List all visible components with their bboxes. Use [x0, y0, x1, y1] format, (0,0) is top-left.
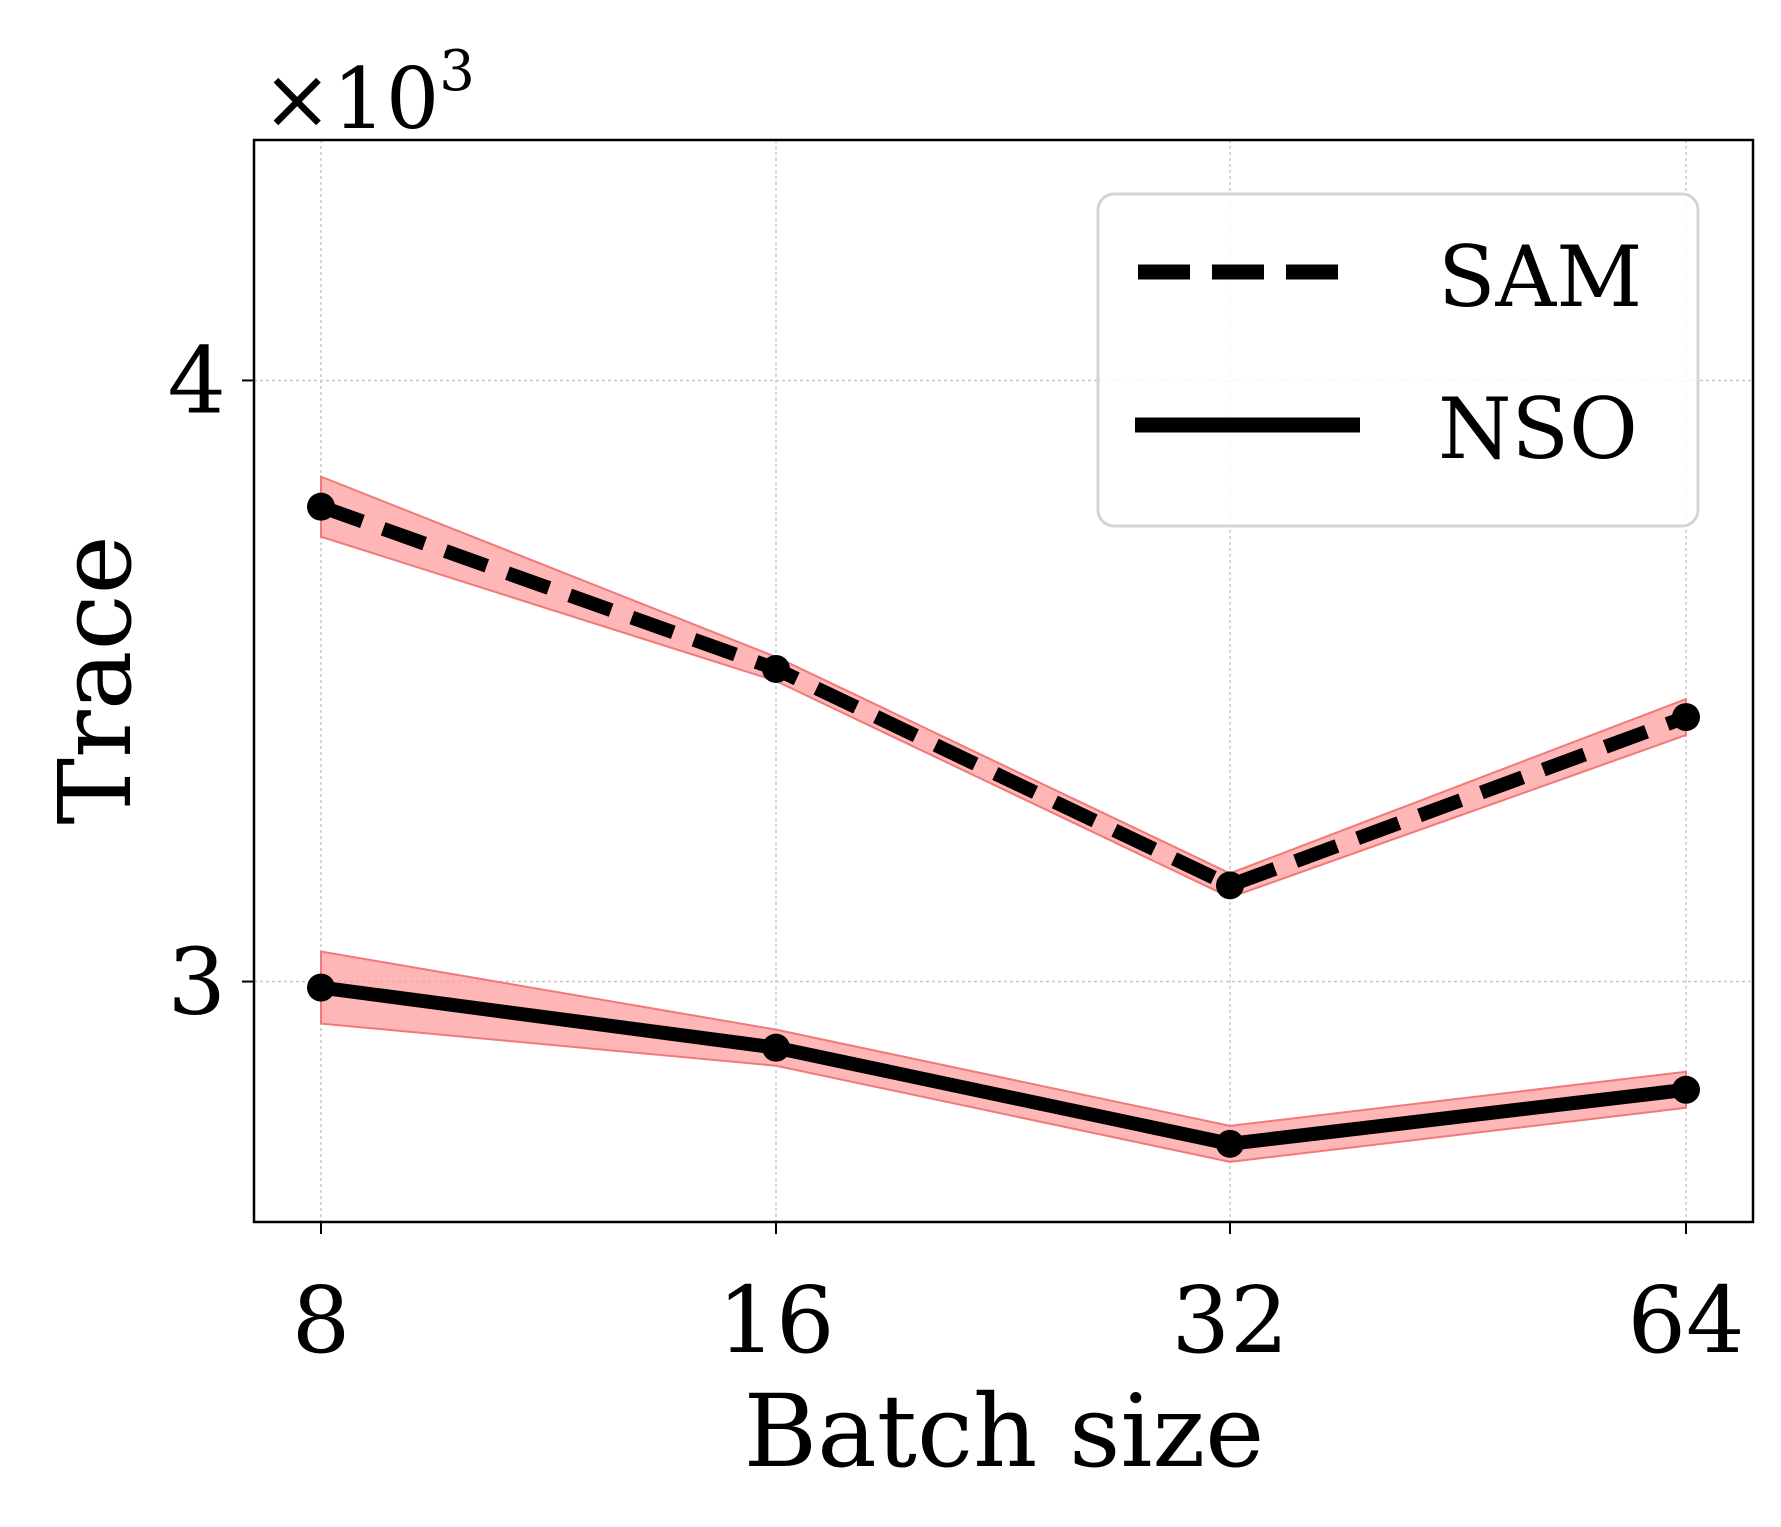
sam-data-point	[1672, 703, 1700, 732]
x-tick-label: 64	[1627, 1267, 1744, 1374]
sam-data-point	[307, 492, 335, 521]
nso-data-point	[1672, 1075, 1700, 1104]
y-axis-title: Trace	[37, 535, 154, 824]
legend-sam-label: SAM	[1438, 228, 1642, 326]
confidence-bands	[320, 475, 1687, 1163]
nso-series-line	[320, 980, 1687, 1151]
sam-series-line	[318, 500, 1689, 893]
y-axis-multiplier: ×103	[262, 39, 475, 148]
nso-data-point	[762, 1033, 790, 1062]
series-lines	[318, 500, 1689, 1151]
legend-nso-label: NSO	[1438, 380, 1638, 478]
x-tick-label: 32	[1171, 1267, 1288, 1374]
y-tick-label: 3	[167, 929, 226, 1036]
x-tick-label: 16	[717, 1267, 834, 1374]
x-tick-label: 8	[292, 1267, 351, 1374]
nso-data-point	[307, 973, 335, 1002]
data-markers	[307, 492, 1700, 1158]
nso-data-point	[1216, 1129, 1244, 1158]
plot-frame	[252, 138, 1755, 1224]
legend: SAM NSO	[1096, 192, 1700, 528]
axis-ticks: 8 16 32 64 3 4	[167, 327, 1744, 1374]
x-axis-title: Batch size	[744, 1373, 1265, 1490]
y-tick-label: 4	[167, 327, 226, 434]
nso-confidence-band	[320, 950, 1687, 1163]
sam-confidence-band	[320, 475, 1687, 899]
sam-data-point	[762, 654, 790, 683]
sam-data-point	[1216, 871, 1244, 900]
